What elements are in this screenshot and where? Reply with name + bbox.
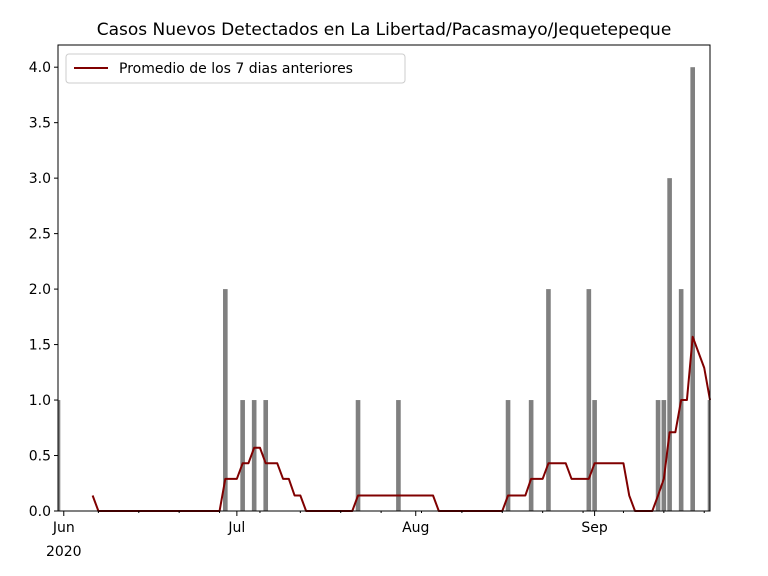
bar-series — [58, 67, 710, 511]
legend-label: Promedio de los 7 dias anteriores — [119, 61, 353, 77]
bar — [667, 178, 672, 511]
plot-frame — [57, 44, 711, 512]
y-tick-label: 2.5 — [29, 227, 51, 243]
x-tick-label: Aug — [402, 520, 429, 536]
y-tick-label: 1.5 — [29, 338, 51, 354]
x-tick-label: Jul — [227, 520, 245, 536]
y-tick-label: 3.0 — [29, 171, 51, 187]
bar — [355, 400, 361, 511]
bar — [505, 400, 511, 511]
legend: Promedio de los 7 dias anteriores — [65, 53, 406, 84]
bar — [655, 400, 661, 511]
bar — [58, 400, 61, 511]
x-tick-year-label: 2020 — [46, 544, 82, 560]
x-tick-label: Jun — [52, 520, 75, 536]
x-axis: Jun 2020 Jul Aug Sep — [46, 511, 705, 560]
bar — [546, 289, 551, 511]
bar — [251, 400, 257, 511]
y-tick-label: 2.0 — [29, 282, 51, 298]
chart-title: Casos Nuevos Detectados en La Libertad/P… — [97, 20, 672, 40]
x-tick-label: Sep — [581, 520, 608, 536]
bar — [263, 400, 269, 511]
bar — [586, 289, 592, 511]
bar — [661, 400, 667, 511]
y-tick-label: 0.5 — [29, 449, 51, 465]
bar — [240, 400, 245, 511]
bar — [528, 400, 534, 511]
y-tick-label: 3.5 — [29, 116, 51, 132]
bar — [396, 400, 401, 511]
bar — [223, 289, 228, 511]
bar — [592, 400, 597, 511]
average-line — [91, 335, 711, 512]
y-tick-label: 1.0 — [29, 393, 51, 409]
y-axis: 0.0 0.5 1.0 1.5 2.0 2.5 3.0 3.5 4.0 — [29, 60, 58, 520]
bar — [707, 400, 710, 511]
y-tick-label: 4.0 — [29, 60, 51, 76]
bar — [690, 67, 695, 511]
legend-box — [65, 53, 406, 84]
line-series — [91, 335, 711, 512]
y-tick-label: 0.0 — [29, 504, 51, 520]
